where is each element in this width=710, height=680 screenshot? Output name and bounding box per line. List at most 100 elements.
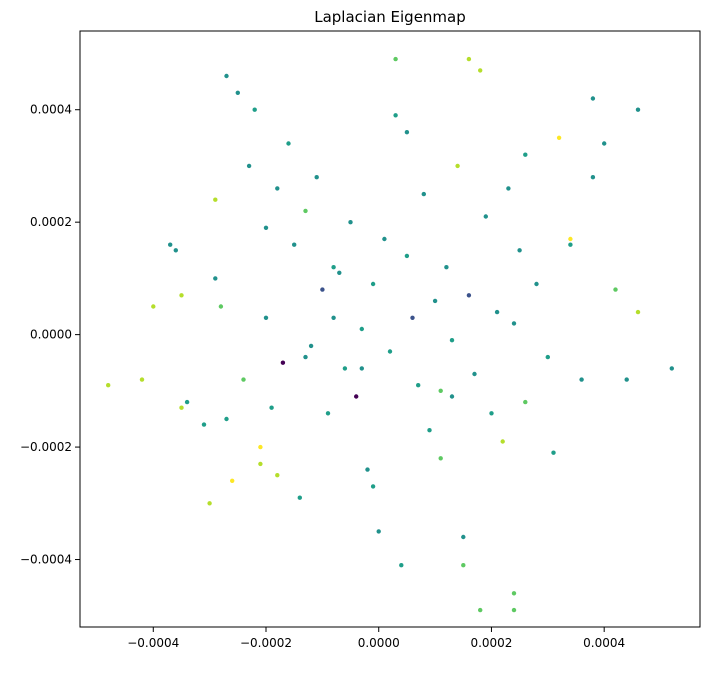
y-tick-label: −0.0002: [20, 440, 72, 454]
scatter-point: [224, 416, 229, 422]
scatter-point: [449, 338, 455, 343]
scatter-point: [478, 607, 483, 613]
x-axis: −0.0004 −0.0002 0.0000 0.0002 0.0004: [127, 627, 625, 650]
scatter-point: [308, 343, 314, 349]
scatter-point: [314, 175, 319, 180]
scatter-point: [404, 253, 410, 259]
scatter-point: [494, 309, 500, 315]
scatter-point: [432, 298, 438, 304]
x-tick-label: 0.0002: [470, 636, 512, 650]
y-tick-label: 0.0002: [30, 215, 72, 229]
scatter-point: [568, 236, 573, 242]
scatter-point: [331, 265, 336, 270]
scatter-point: [376, 529, 381, 534]
scatter-point: [354, 394, 359, 399]
chart-title: Laplacian Eigenmap: [314, 8, 466, 26]
x-tick-label: −0.0002: [240, 636, 292, 650]
scatter-point: [556, 135, 562, 140]
scatter-point: [483, 214, 488, 219]
scatter-point: [224, 73, 229, 79]
scatter-point: [579, 377, 584, 382]
y-tick-label: −0.0004: [20, 553, 72, 567]
scatter-point: [511, 607, 517, 613]
scatter-point: [438, 388, 443, 393]
scatter-point: [421, 191, 426, 197]
scatter-point: [455, 163, 460, 169]
y-axis: −0.0004 −0.0002 0.0000 0.0002 0.0004: [20, 103, 80, 567]
scatter-point: [359, 326, 364, 332]
scatter-point: [201, 422, 207, 427]
scatter-point: [337, 270, 342, 275]
scatter-point: [286, 141, 291, 146]
scatter-point: [320, 287, 325, 292]
scatter-point: [246, 163, 252, 169]
scatter-point: [387, 349, 393, 354]
scatter-point: [230, 478, 235, 483]
scatter-point: [179, 293, 184, 298]
scatter-point: [258, 444, 263, 450]
scatter-point: [449, 394, 455, 399]
scatter-point: [489, 411, 494, 416]
scatter-point: [297, 495, 302, 500]
scatter-point: [325, 411, 331, 416]
scatter-point: [466, 293, 472, 298]
scatter-point: [173, 248, 178, 253]
scatter-point: [235, 90, 240, 96]
scatter-point: [545, 354, 550, 360]
scatter-point: [252, 107, 257, 112]
scatter-point: [168, 242, 173, 247]
x-tick-label: 0.0000: [358, 636, 400, 650]
scatter-point: [218, 304, 224, 309]
scatter-point: [382, 236, 387, 242]
scatter-point: [263, 225, 269, 230]
scatter-point: [635, 107, 641, 112]
scatter-point: [427, 428, 432, 433]
scatter-point: [365, 467, 370, 472]
scatter-point: [399, 563, 404, 568]
scatter-point: [613, 287, 618, 292]
plot-frame: [79, 30, 701, 628]
scatter-point: [303, 354, 308, 360]
scatter-point: [506, 186, 511, 191]
scatter-point: [213, 197, 218, 202]
scatter-point: [359, 366, 364, 371]
scatter-point: [635, 309, 641, 315]
scatter-point: [478, 68, 483, 73]
scatter-point: [393, 56, 398, 62]
scatter-point: [275, 473, 280, 478]
scatter-point: [179, 405, 184, 410]
scatter-point: [523, 399, 528, 405]
scatter-point: [669, 366, 674, 371]
scatter-point: [370, 281, 376, 287]
scatter-point: [292, 242, 297, 247]
scatter-point: [624, 377, 629, 382]
scatter-point: [275, 186, 280, 191]
scatter-point: [466, 56, 472, 62]
scatter-point: [444, 265, 449, 270]
scatter-point: [590, 96, 596, 101]
scatter-point: [258, 461, 263, 467]
scatter-point: [404, 130, 410, 135]
scatter-point: [106, 383, 111, 388]
scatter-point: [393, 113, 398, 118]
scatter-point: [568, 242, 573, 247]
scatter-point: [602, 141, 607, 146]
scatter-point: [461, 563, 466, 568]
scatter-point: [517, 248, 522, 253]
scatter-point: [331, 315, 336, 320]
scatter-point: [263, 315, 269, 320]
scatter-point: [551, 450, 556, 455]
scatter-point: [511, 321, 517, 326]
scatter-point: [184, 399, 190, 405]
scatter-point: [461, 534, 466, 540]
scatter-point: [500, 439, 505, 444]
scatter-point: [416, 383, 421, 388]
scatter-point: [342, 366, 348, 371]
scatter-point: [207, 501, 212, 506]
y-tick-label: 0.0004: [30, 103, 72, 117]
scatter-point: [269, 405, 274, 410]
scatter-point: [472, 371, 477, 377]
scatter-point: [370, 484, 376, 489]
scatter-point: [511, 591, 517, 596]
